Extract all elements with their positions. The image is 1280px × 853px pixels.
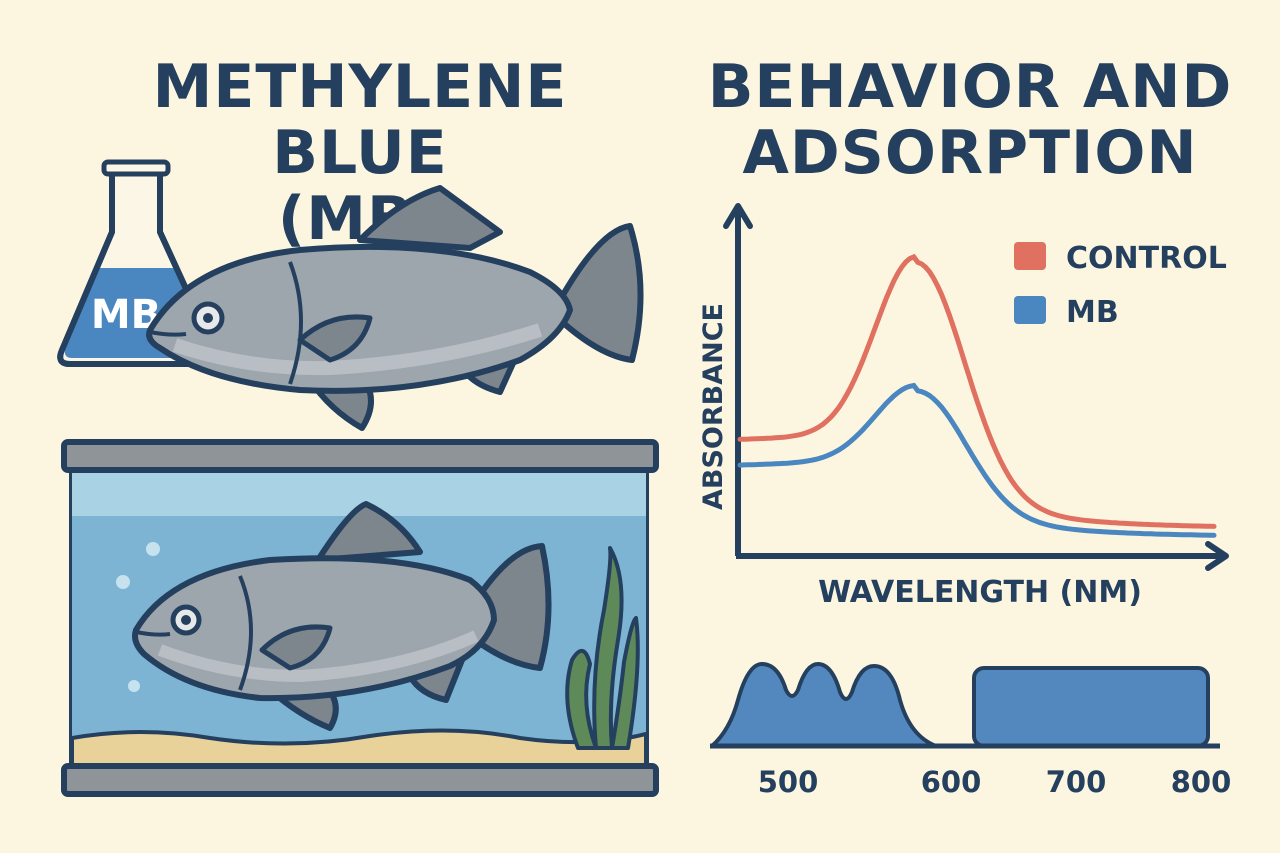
top-fish-dorsal-fin [357, 185, 503, 251]
legend: CONTROL MB [1014, 241, 1227, 330]
flask-rim [101, 159, 171, 177]
right-title-line1: BEHAVIOR AND [707, 52, 1233, 122]
bubble [116, 575, 130, 589]
band-plateau [972, 666, 1210, 748]
x-tick-label: 800 [1171, 765, 1232, 799]
right-title-line2: ADSORPTION [742, 118, 1198, 188]
bubbles [116, 542, 160, 692]
legend-label-mb: MB [1066, 295, 1119, 330]
absorbance-chart: ABSORBANCE WAVELENGTH (NM) CONTROL MB [698, 203, 1229, 610]
x-tick-label: 500 [758, 765, 819, 799]
y-axis-label: ABSORBANCE [698, 303, 729, 510]
right-title: BEHAVIOR AND ADSORPTION [690, 54, 1250, 186]
bubble [146, 542, 160, 556]
left-title-line1: METHYLENE BLUE [152, 52, 568, 188]
tank-fish-dorsal-fin [315, 501, 423, 563]
x-tick-label: 700 [1046, 765, 1107, 799]
spectrum-band-chart: 500 600 700 800 [710, 662, 1232, 799]
top-fish [146, 185, 644, 431]
legend-swatch-control [1014, 242, 1046, 270]
tank-fish [132, 501, 552, 731]
legend-swatch-mb [1014, 296, 1046, 324]
tank-base [61, 763, 659, 797]
y-axis-arrow [723, 203, 753, 229]
aquarium [61, 439, 659, 797]
tank-fish-tail [467, 543, 552, 671]
x-tick-label: 600 [921, 765, 982, 799]
x-axis-arrow [1205, 541, 1229, 571]
tank-fish-pectoral-fin [259, 624, 333, 671]
top-fish-pectoral-fin [297, 314, 373, 363]
series-line-control [737, 253, 1217, 529]
tank-lid [61, 439, 659, 473]
series-line-mb [737, 382, 1217, 538]
band-multi-peak [710, 662, 938, 748]
top-fish-tail [557, 223, 644, 363]
plant [565, 546, 640, 750]
legend-label-control: CONTROL [1066, 241, 1227, 276]
bubble [128, 680, 140, 692]
x-axis-label: WAVELENGTH (NM) [818, 575, 1142, 610]
